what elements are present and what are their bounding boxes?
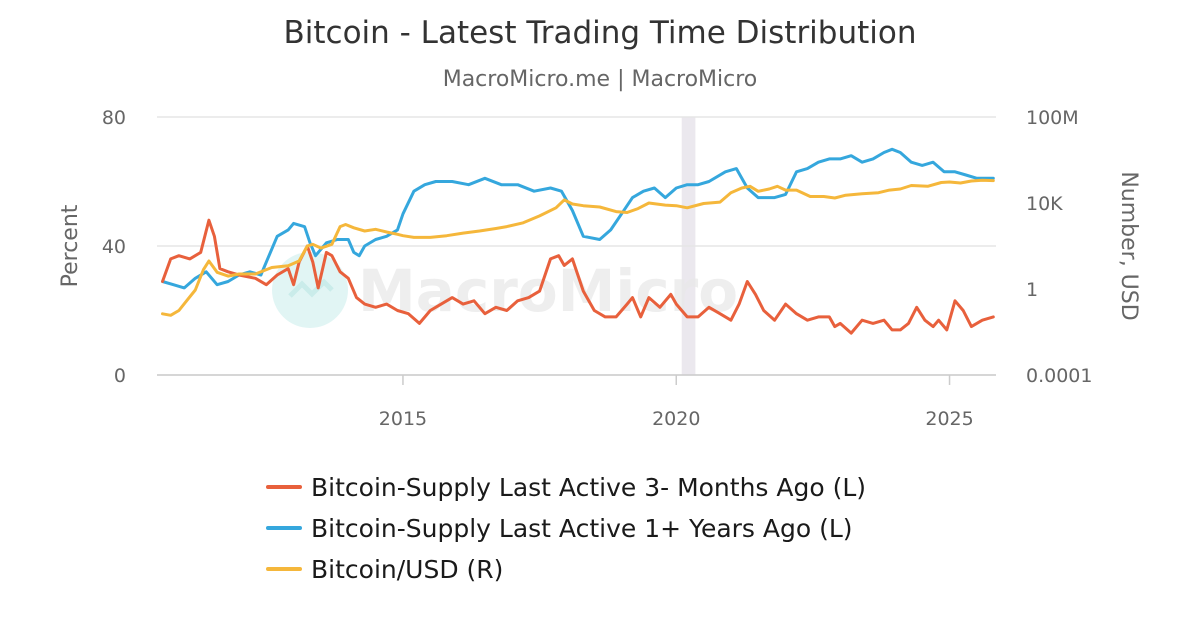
- legend-label: Bitcoin-Supply Last Active 1+ Years Ago …: [311, 514, 853, 543]
- legend-item-supply-1y: Bitcoin-Supply Last Active 1+ Years Ago …: [266, 514, 853, 543]
- right-axis-ticks: 0.0001 1 10K 100M: [1026, 107, 1092, 387]
- left-axis-title: Percent: [58, 204, 83, 287]
- legend-label: Bitcoin-Supply Last Active 3- Months Ago…: [311, 473, 866, 502]
- right-axis-tick-label: 10K: [1026, 193, 1063, 215]
- watermark-logo-mark: [288, 278, 334, 298]
- x-axis-tick-label: 2020: [652, 408, 700, 430]
- right-axis-tick-label: 0.0001: [1026, 365, 1092, 387]
- right-axis-title: Number, USD: [1116, 171, 1141, 320]
- x-axis-tick-label: 2025: [925, 408, 973, 430]
- left-axis-ticks: 0 40 80: [102, 107, 126, 387]
- legend-item-btc-usd: Bitcoin/USD (R): [266, 555, 503, 584]
- left-axis-tick-label: 40: [102, 236, 126, 258]
- legend-label: Bitcoin/USD (R): [311, 555, 503, 584]
- chart-title: Bitcoin - Latest Trading Time Distributi…: [283, 15, 916, 51]
- x-axis-ticks: 2015 2020 2025: [379, 375, 974, 430]
- chart-subtitle: MacroMicro.me | MacroMicro: [443, 67, 758, 92]
- left-axis-tick-label: 0: [114, 365, 126, 387]
- right-axis-tick-label: 1: [1026, 279, 1038, 301]
- x-axis-tick-label: 2015: [379, 408, 427, 430]
- series-line-supply-3m: [161, 218, 995, 335]
- legend: Bitcoin-Supply Last Active 3- Months Ago…: [266, 473, 866, 584]
- legend-item-supply-3m: Bitcoin-Supply Last Active 3- Months Ago…: [266, 473, 866, 502]
- left-axis-tick-label: 80: [102, 107, 126, 129]
- right-axis-tick-label: 100M: [1026, 107, 1079, 129]
- series-line-btc-usd: [161, 178, 995, 317]
- series-lines: [161, 147, 995, 335]
